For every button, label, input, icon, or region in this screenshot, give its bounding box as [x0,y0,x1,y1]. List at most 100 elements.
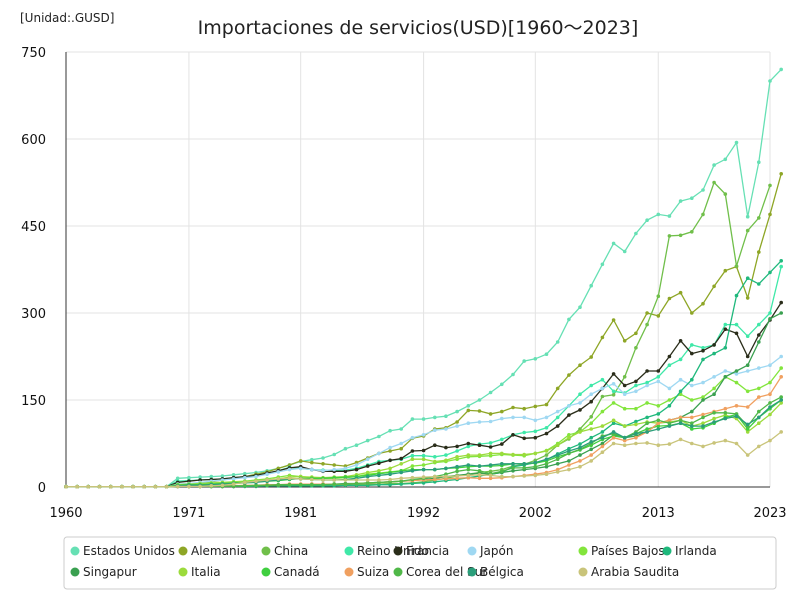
legend-label: Estados Unidos [83,544,175,558]
data-point [466,473,471,478]
legend-item[interactable]: Italia [178,565,221,579]
data-point [600,450,605,455]
data-point [734,322,739,327]
legend-item[interactable]: Canadá [261,565,320,579]
legend-item[interactable]: Países Bajos [578,544,665,558]
data-point [533,418,538,423]
data-point [611,382,616,386]
data-point [477,473,482,477]
data-point [667,214,672,218]
legend-item[interactable]: Estados Unidos [70,544,175,558]
data-point [600,335,605,340]
legend-item[interactable]: Japón [467,544,514,558]
data-point [645,401,649,405]
data-point [600,262,605,267]
data-point [768,405,772,409]
data-point [142,484,146,489]
legend-item[interactable]: Reino Unido [344,544,429,558]
data-point [768,392,772,397]
data-point [477,398,482,402]
data-point [466,404,471,408]
data-point [690,441,694,446]
data-point [678,199,683,203]
data-point [399,427,404,431]
data-point [690,383,694,388]
data-point [734,140,739,145]
legend-marker [393,567,403,577]
data-point [298,459,303,463]
data-point [488,451,493,456]
data-point [578,453,582,457]
y-axis-ticks: 0 150 300 450 600 750 [21,46,46,496]
data-point [690,343,694,347]
data-point [757,415,761,420]
legend-item[interactable]: Suiza [344,565,390,579]
data-point [656,404,661,408]
data-point [567,467,571,472]
legend-item[interactable]: Corea del Sur [393,565,488,579]
data-point [433,477,437,482]
legend-item[interactable]: Alemania [178,544,248,558]
data-point [365,457,370,462]
data-point [745,228,750,233]
legend-item[interactable]: Bélgica [467,565,524,579]
data-point [757,395,761,399]
data-point [522,462,526,466]
data-point [645,383,649,388]
data-point [600,377,605,382]
data-point [690,311,694,315]
data-point [455,474,459,478]
data-point [321,469,325,473]
data-point [622,392,627,397]
data-point [779,366,783,370]
data-point [298,482,303,487]
data-point [533,473,538,478]
data-point [757,216,761,220]
data-point [656,412,661,416]
data-point [611,421,616,426]
data-point [433,474,437,479]
data-point [600,444,605,449]
data-point [745,354,750,359]
data-point [544,431,549,436]
data-point [555,443,560,448]
legend-item[interactable]: Francia [393,544,450,558]
data-point [544,462,549,466]
data-point [634,419,638,424]
legend-item[interactable]: Irlanda [662,544,717,558]
data-point [276,470,281,474]
legend-item[interactable]: Arabia Saudita [578,565,680,579]
data-point [522,474,526,478]
data-point [455,449,459,453]
data-point [500,382,504,387]
data-point [723,411,728,415]
data-point [433,428,437,433]
data-point [399,476,404,481]
data-point [511,433,515,437]
data-point [544,464,549,469]
data-point [433,415,437,420]
data-point [254,479,258,484]
legend-marker [662,546,672,556]
legend-item[interactable]: Singapur [70,565,137,579]
data-point [522,436,526,441]
legend-label: Francia [406,544,449,558]
data-point [611,318,616,322]
legend-item[interactable]: China [261,544,309,558]
data-point [645,421,649,426]
data-point [388,449,392,453]
x-tick-label: 2023 [753,506,786,521]
data-point [611,372,616,376]
data-point [634,346,638,350]
data-point [768,438,772,443]
data-point [488,419,493,424]
data-point [690,377,694,382]
legend[interactable]: Estados Unidos Alemania China Reino UnidoFr… [63,536,777,590]
data-point [622,339,627,343]
data-point [433,467,437,472]
data-point [421,475,426,479]
data-point [667,296,672,301]
data-point [678,418,683,423]
data-point [254,483,258,488]
